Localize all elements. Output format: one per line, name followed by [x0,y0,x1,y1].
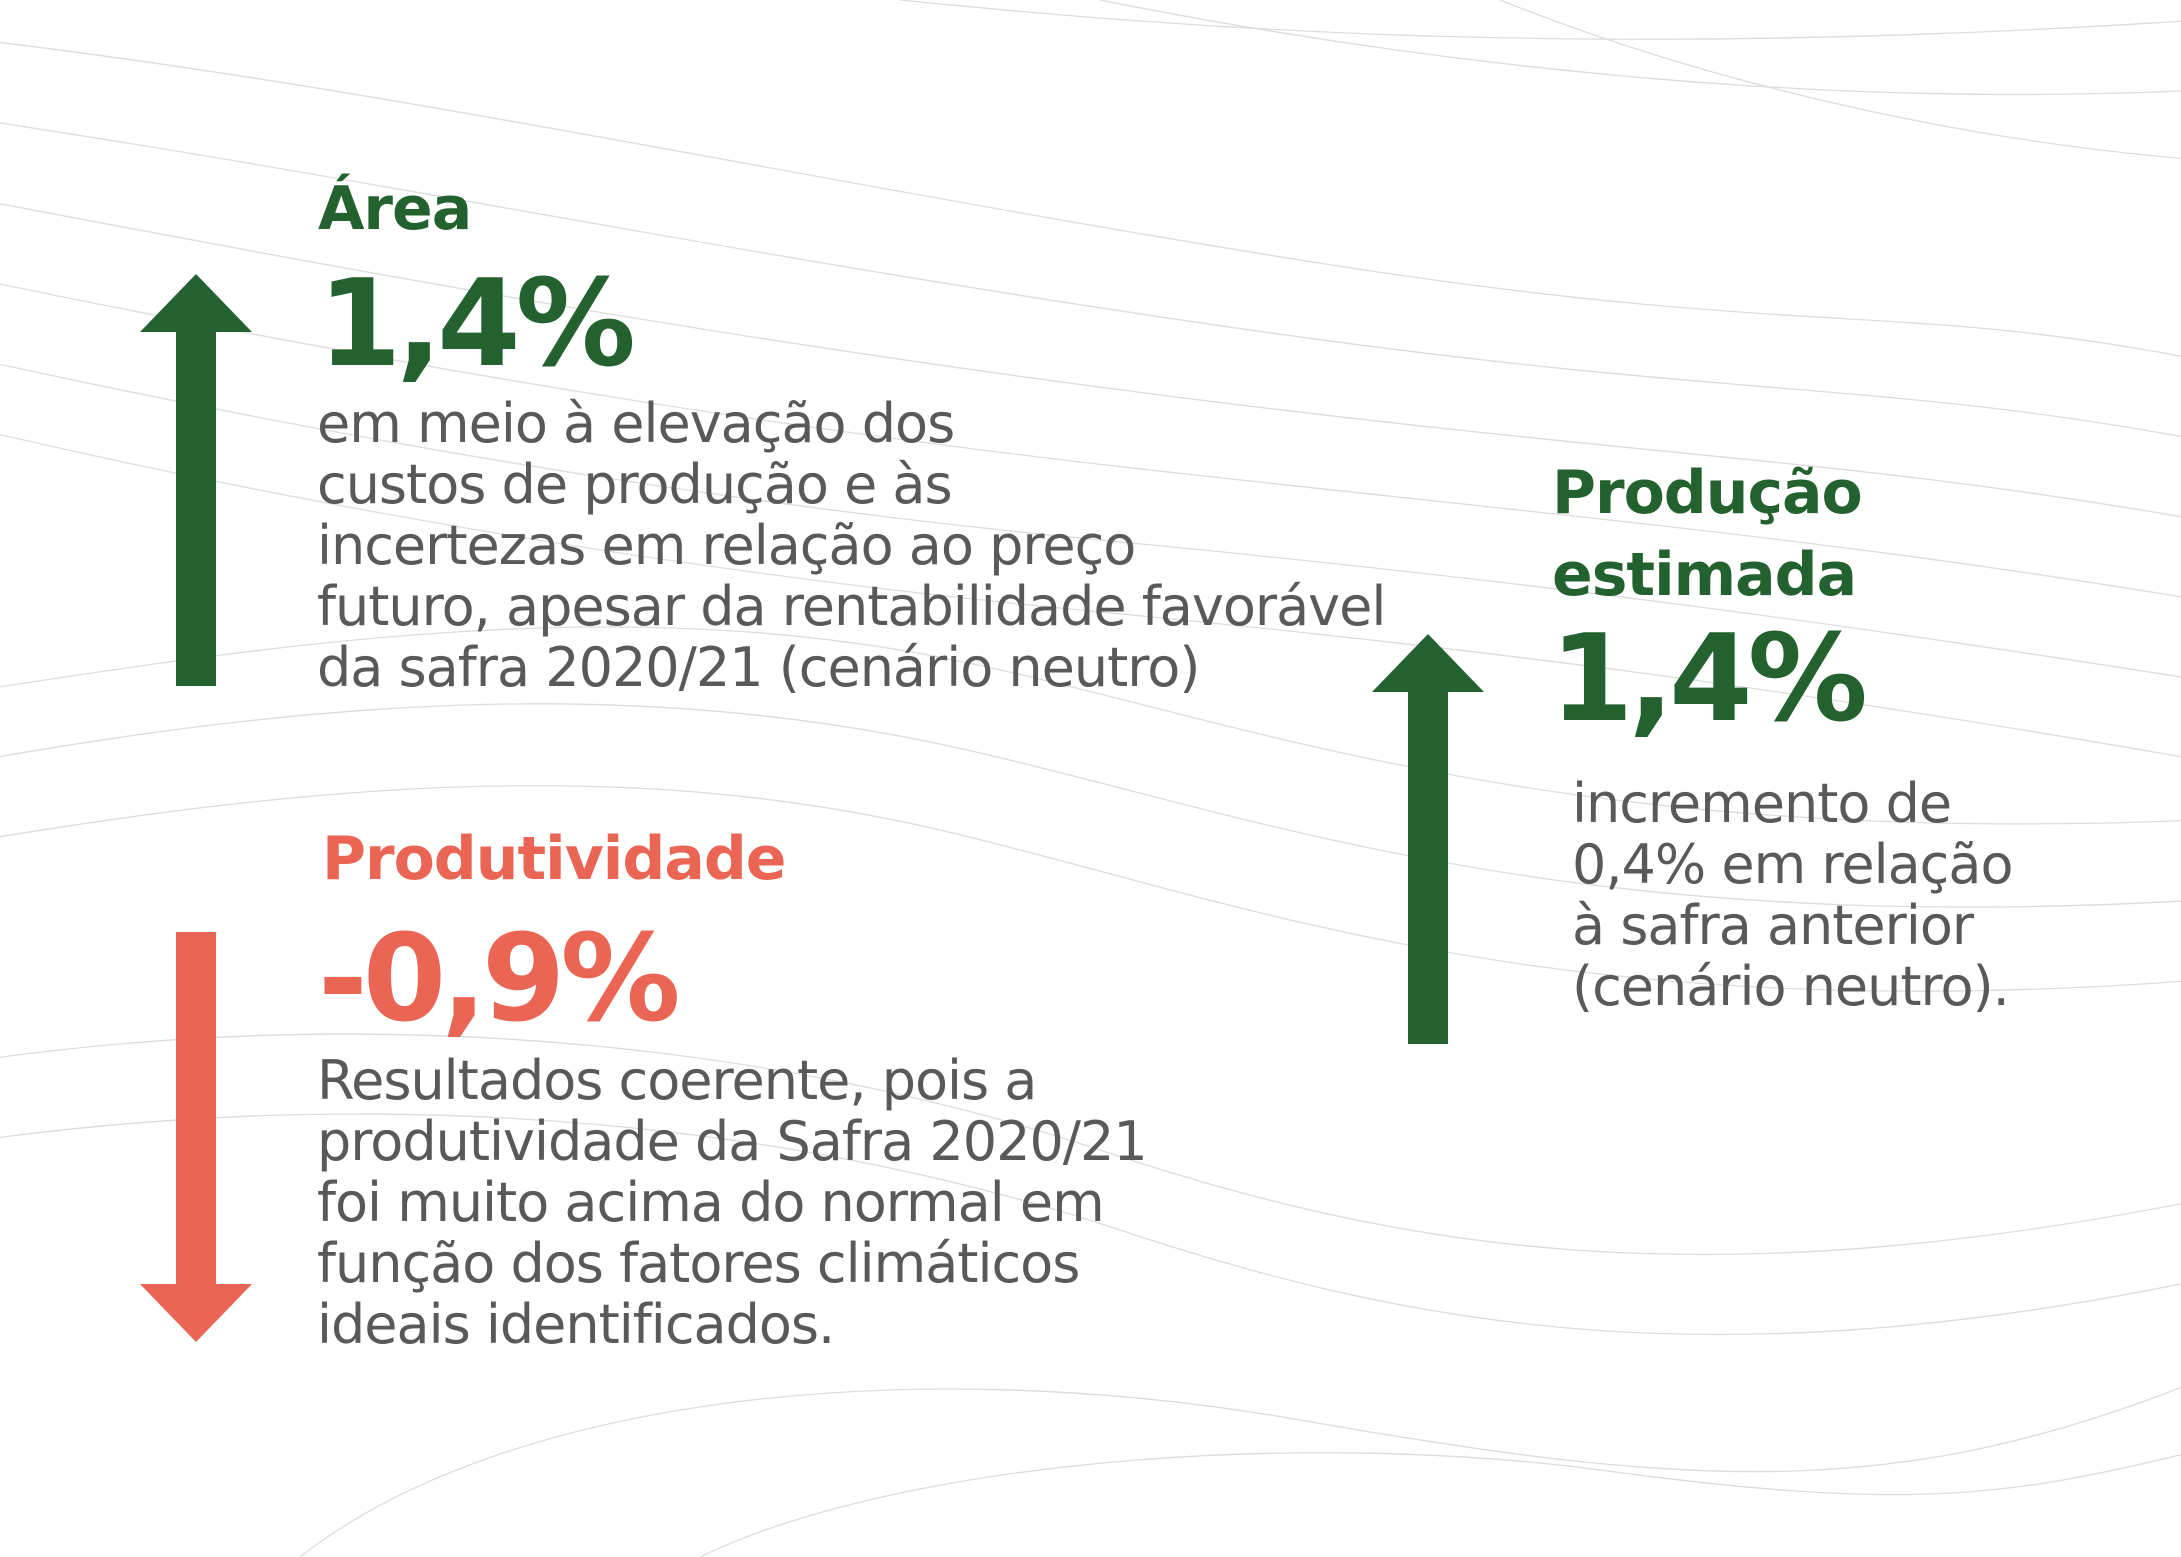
produtividade-description-line: produtividade da Safra 2020/21 [317,1110,1148,1173]
area-description-line: incertezas em relação ao preço [317,514,1136,577]
produtividade-description-line: função dos fatores climáticos [317,1232,1080,1295]
area-description-line: futuro, apesar da rentabilidade favoráve… [317,575,1386,638]
producao-description-line: 0,4% em relação [1572,833,2013,896]
area-value: 1,4% [318,255,636,394]
area-description-line: custos de produção e às [317,453,953,516]
arrow-up-icon [1372,634,1484,1044]
area-description-line: em meio à elevação dos [317,392,955,455]
arrow-up-icon [140,274,252,686]
produtividade-description: Resultados coerente, pois a produtividad… [317,1049,1148,1356]
producao-title-line: estimada [1552,540,1857,610]
area-title: Área [318,174,472,244]
produtividade-title: Produtividade [322,824,786,894]
produtividade-description-line: foi muito acima do normal em [317,1171,1105,1234]
producao-description-line: incremento de [1572,772,1952,835]
area-description-line: da safra 2020/21 (cenário neutro) [317,636,1200,699]
producao-description-line: (cenário neutro). [1572,955,2010,1018]
producao-title: Produção estimada [1552,452,1863,616]
producao-value: 1,4% [1550,610,1868,749]
produtividade-description-line: ideais identificados. [317,1293,835,1356]
arrow-down-icon [140,932,252,1342]
area-description: em meio à elevação dos custos de produçã… [317,392,1386,699]
producao-title-line: Produção [1552,458,1863,528]
produtividade-description-line: Resultados coerente, pois a [317,1049,1037,1112]
area-block: Área [318,174,472,244]
producao-description-line: à safra anterior [1572,894,1974,957]
producao-description: incremento de 0,4% em relação à safra an… [1572,773,2013,1017]
produtividade-title-wrap: Produtividade [322,824,786,894]
produtividade-value: -0,9% [318,910,681,1049]
